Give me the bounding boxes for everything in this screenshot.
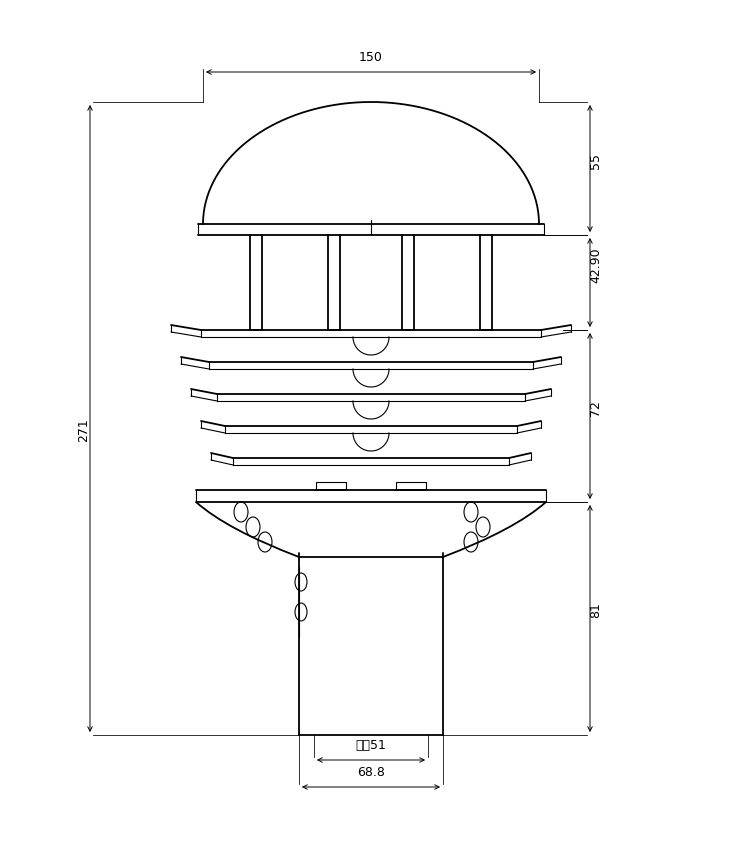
Text: 271: 271 (77, 418, 91, 442)
Text: 内径51: 内径51 (355, 739, 387, 752)
Text: 150: 150 (359, 51, 383, 64)
Text: 55: 55 (589, 152, 603, 168)
Text: 68.8: 68.8 (357, 766, 385, 779)
Text: 72: 72 (589, 400, 603, 416)
Text: 81: 81 (589, 603, 603, 619)
Text: 42.90: 42.90 (589, 247, 603, 283)
